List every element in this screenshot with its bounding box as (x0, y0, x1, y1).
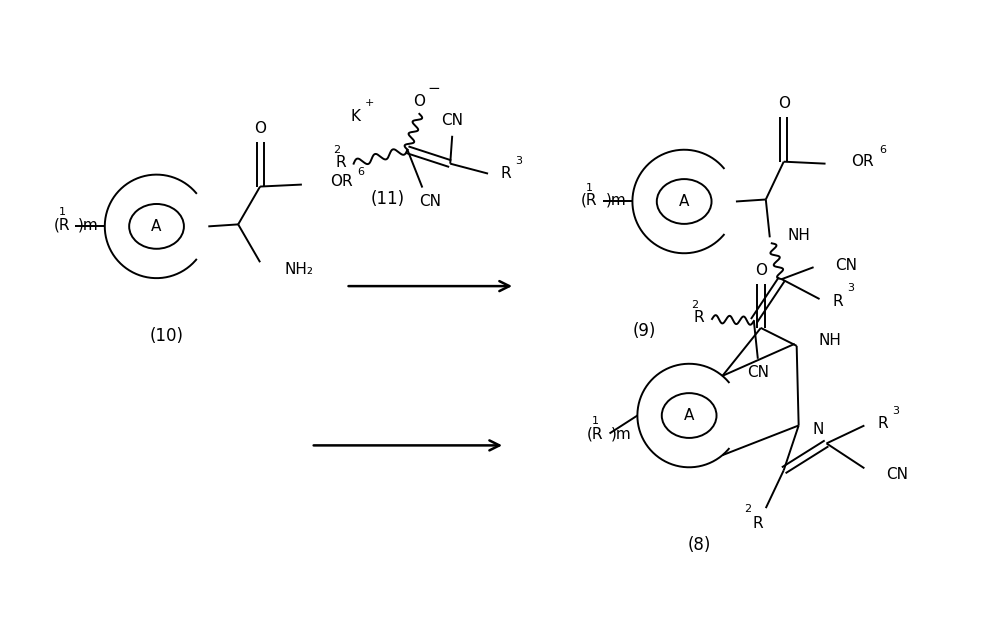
Text: 1: 1 (592, 415, 599, 425)
Text: N: N (812, 422, 824, 437)
Text: R: R (693, 310, 704, 325)
Text: R: R (832, 294, 843, 309)
Text: )m: )m (78, 218, 99, 233)
Text: 2: 2 (334, 145, 341, 155)
Text: R: R (877, 416, 888, 431)
Text: (9): (9) (632, 322, 656, 340)
Text: CN: CN (420, 194, 442, 209)
Text: 6: 6 (357, 166, 364, 176)
Text: 1: 1 (59, 207, 66, 217)
Text: O: O (414, 94, 426, 109)
Text: NH: NH (787, 228, 810, 243)
Text: CN: CN (442, 114, 464, 129)
Text: O: O (778, 96, 790, 111)
Text: R: R (752, 515, 763, 530)
Text: O: O (254, 121, 266, 137)
Text: CN: CN (835, 258, 857, 273)
Text: CN: CN (886, 467, 908, 482)
Text: (R: (R (53, 218, 70, 233)
Text: 3: 3 (515, 156, 522, 166)
Text: −: − (427, 81, 440, 96)
Text: CN: CN (747, 365, 769, 380)
Text: R: R (335, 155, 346, 170)
Text: 2: 2 (691, 300, 698, 310)
Text: NH: NH (818, 333, 841, 348)
Text: O: O (755, 263, 767, 278)
Text: K: K (351, 109, 361, 124)
Text: )m: )m (605, 193, 626, 208)
Text: (R: (R (587, 427, 603, 442)
Text: 6: 6 (879, 145, 886, 155)
Text: 3: 3 (892, 406, 899, 415)
Text: 2: 2 (744, 504, 751, 514)
Text: A: A (152, 219, 162, 234)
Text: +: + (365, 98, 375, 108)
Text: )m: )m (610, 427, 631, 442)
Text: A: A (679, 194, 689, 209)
Text: OR: OR (851, 154, 874, 169)
Text: A: A (684, 408, 694, 423)
Text: (8): (8) (687, 536, 711, 554)
Text: R: R (500, 166, 511, 181)
Text: (10): (10) (150, 327, 184, 345)
Text: (R: (R (581, 193, 597, 208)
Text: NH₂: NH₂ (285, 261, 314, 277)
Text: 3: 3 (847, 283, 854, 293)
Text: OR: OR (330, 174, 353, 189)
Text: (11): (11) (371, 191, 405, 209)
Text: 1: 1 (586, 183, 593, 193)
